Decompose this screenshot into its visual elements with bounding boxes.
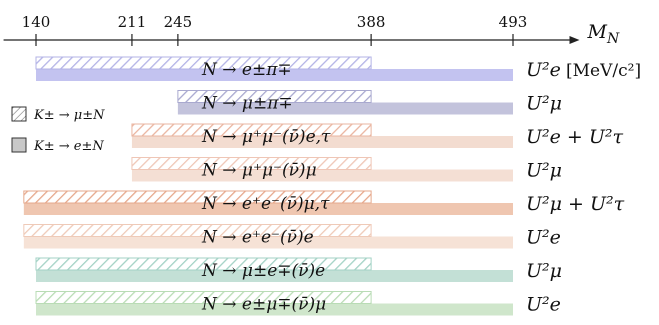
hatched-bar xyxy=(23,190,372,204)
solid-bar xyxy=(131,169,514,182)
legend-label: K± → e±N xyxy=(33,139,104,154)
decay-row: N → e±μ∓(ν̄)μ U²e xyxy=(35,291,561,316)
decay-row: N → e⁺e⁻(ν̄)e U²e xyxy=(23,224,561,249)
hatched-bar xyxy=(131,123,372,137)
solid-bar xyxy=(23,203,513,215)
legend-swatch xyxy=(11,137,27,153)
decay-row: N → μ±e∓(ν̄)e U²μ xyxy=(35,257,562,282)
decay-row: N → e⁺e⁻(ν̄)μ,τ U²μ + U²τ xyxy=(23,190,625,215)
legend-item: K± → e±N xyxy=(11,137,104,154)
legend-swatch xyxy=(11,106,27,122)
coupling-label: U²e + U²τ xyxy=(526,126,624,148)
mass-axis: 140 211 245 388 493 MN [MeV/c²] xyxy=(3,13,641,81)
hatched-bar xyxy=(35,257,372,271)
hatched-bar xyxy=(35,56,372,70)
coupling-label: U²μ xyxy=(526,93,562,115)
decay-label: N → μ⁺μ⁻(ν̄)μ xyxy=(201,161,317,181)
hatched-bar xyxy=(177,90,372,103)
tick-label: 245 xyxy=(164,13,193,31)
coupling-label: U²μ + U²τ xyxy=(526,193,625,215)
coupling-label: U²e xyxy=(526,59,561,81)
coupling-label: U²e xyxy=(526,227,561,249)
solid-bar xyxy=(36,69,513,81)
coupling-label: U²μ xyxy=(526,260,562,282)
decay-label: N → e±μ∓(ν̄)μ xyxy=(201,295,326,315)
hatched-bar xyxy=(131,157,372,170)
tick-label: 388 xyxy=(357,13,386,31)
tick-label: 211 xyxy=(118,13,147,31)
axis-label: MN xyxy=(586,21,619,47)
solid-bar xyxy=(36,303,513,316)
decay-label: N → μ±e∓(ν̄)e xyxy=(201,261,325,281)
decay-row: N → e±π∓ U²e xyxy=(35,56,561,81)
decay-row: N → μ⁺μ⁻(ν̄)e,τ U²e + U²τ xyxy=(131,123,624,148)
legend-label: K± → μ±N xyxy=(33,108,105,123)
hatched-bar xyxy=(35,291,372,304)
hatched-bar xyxy=(23,224,372,237)
decay-label: N → e⁺e⁻(ν̄)e xyxy=(201,228,314,248)
decay-row: N → μ⁺μ⁻(ν̄)μ U²μ xyxy=(131,157,562,182)
decay-label: N → μ±π∓ xyxy=(201,94,293,114)
solid-bar xyxy=(23,236,513,249)
decay-label: N → μ⁺μ⁻(ν̄)e,τ xyxy=(201,127,331,147)
solid-bar xyxy=(177,102,513,115)
solid-bar xyxy=(131,136,514,148)
tick-label: 493 xyxy=(499,13,528,31)
decay-label: N → e⁺e⁻(ν̄)μ,τ xyxy=(201,194,330,214)
coupling-label: U²e xyxy=(526,294,561,316)
axis-arrow xyxy=(569,36,580,44)
legend-item: K± → μ±N xyxy=(11,106,105,123)
legend: K± → μ±N K± → e±N xyxy=(11,106,105,154)
coupling-label: U²μ xyxy=(526,160,562,182)
decay-label: N → e±π∓ xyxy=(201,60,292,80)
decay-bars: N → e±π∓ U²e N → μ±π∓ U²μ N → μ⁺μ⁻(ν̄)e,τ U²e… xyxy=(23,56,625,316)
unit-label: [MeV/c²] xyxy=(566,61,641,81)
decay-row: N → μ±π∓ U²μ xyxy=(177,90,562,115)
solid-bar xyxy=(36,270,513,282)
tick-label: 140 xyxy=(22,13,51,31)
